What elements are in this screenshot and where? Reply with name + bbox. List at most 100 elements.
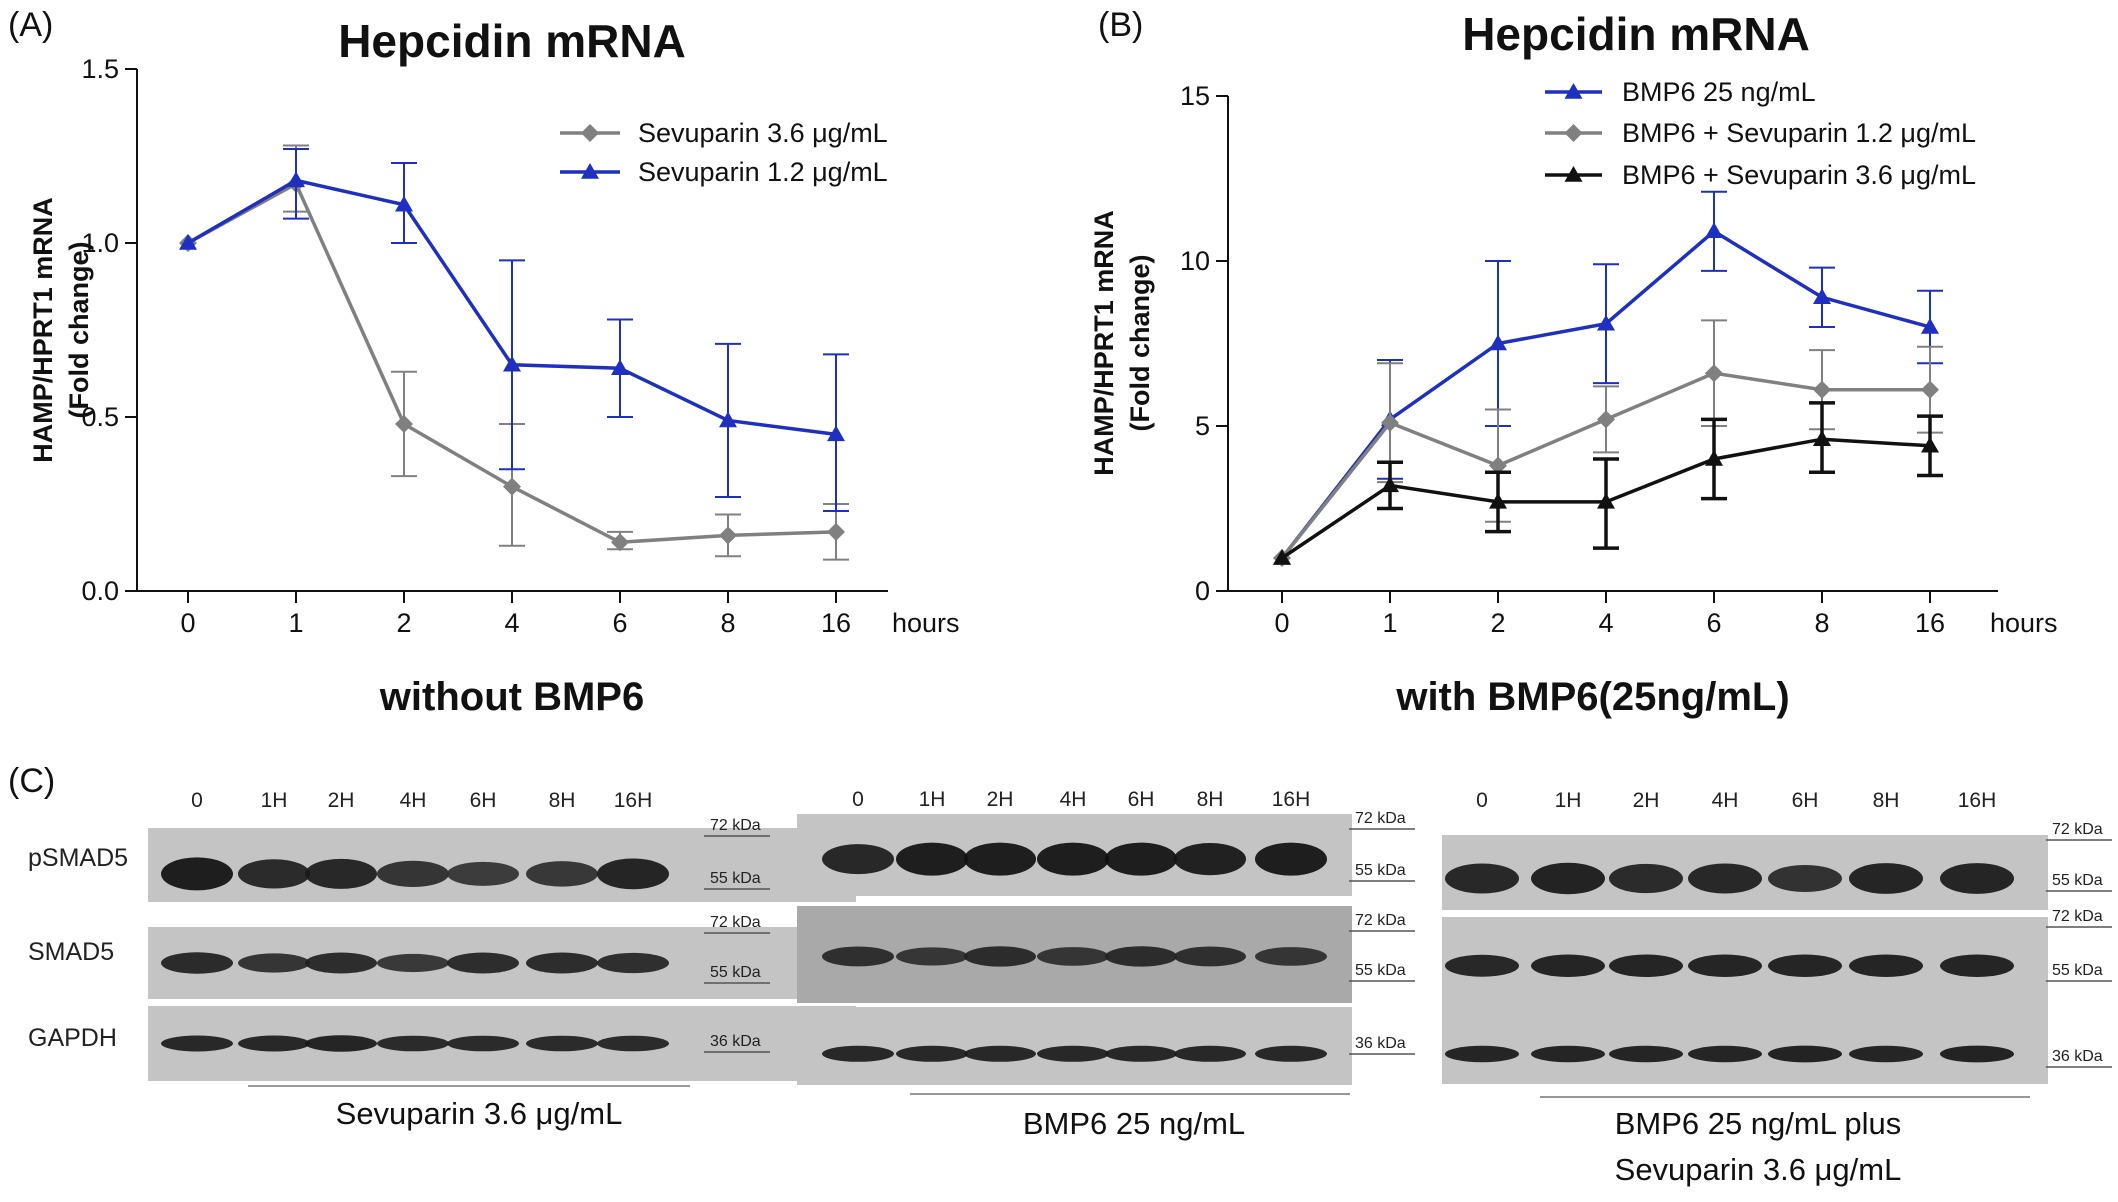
blot-band: [1768, 1045, 1842, 1063]
blot-lane-label: 8H: [1197, 788, 1224, 811]
blot-band: [1445, 863, 1519, 894]
blot-lane-label: 8H: [1873, 789, 1900, 812]
kda-label: 36 kDa: [1355, 1035, 1406, 1052]
chart-title: Hepcidin mRNA: [1462, 8, 1810, 60]
blot-band: [1445, 1045, 1519, 1063]
blot-band: [822, 844, 894, 875]
western-blot: 0 1H 2H 4H 6H 8H 16H 72 kDa 55 kDa 72 kDa 55 kDa 36…: [148, 789, 856, 1131]
blot-strip: [1442, 1009, 2048, 1084]
y-axis-title: HAMP/HPRT1 mRNA: [1089, 210, 1119, 476]
blot-lane-label: 0: [191, 789, 203, 812]
blot-band: [1849, 863, 1923, 894]
data-point: [1921, 318, 1939, 334]
blot-lane-label: 4H: [1712, 789, 1739, 812]
data-point: [1813, 288, 1831, 305]
blot-band: [964, 946, 1036, 967]
data-point: [1921, 380, 1939, 399]
blot-band: [526, 1035, 598, 1052]
legend-swatch-marker: [581, 163, 599, 179]
blot-band: [1255, 842, 1327, 876]
kda-label: 72 kDa: [710, 817, 761, 834]
blot-band: [1609, 1045, 1683, 1063]
blot-band: [1940, 1045, 2014, 1063]
blot-band: [1105, 946, 1177, 967]
western-blot: 0 1H 2H 4H 6H 8H 16H 72 kDa 55 kDa 72 kDa 55 kDa 36…: [1442, 789, 2112, 1187]
kda-label: 72 kDa: [2052, 821, 2103, 838]
data-point: [611, 359, 629, 376]
series: [179, 144, 849, 561]
data-point: [179, 234, 197, 250]
blot-band: [447, 861, 519, 886]
series: [1273, 319, 1943, 567]
legend-label: BMP6 + Sevuparin 3.6 μg/mL: [1622, 160, 1976, 190]
chart-panel: (A) Hepcidin mRNA without BMP6 HAMP/HPRT1 m…: [8, 6, 960, 719]
data-point: [1705, 364, 1723, 383]
blot-lane-label: 0: [1476, 789, 1488, 812]
blot-band: [305, 858, 377, 889]
x-tick-label: 8: [1814, 608, 1829, 638]
blot-lane-label: 16H: [614, 789, 653, 812]
blot-band: [1940, 863, 2014, 894]
blot-band: [1768, 954, 1842, 978]
blot-band: [305, 1035, 377, 1052]
blot-band: [822, 1045, 894, 1062]
blot-band: [1531, 862, 1605, 895]
legend-label: Sevuparin 1.2 μg/mL: [638, 157, 888, 187]
data-point: [611, 533, 629, 552]
data-point: [1489, 492, 1507, 509]
blot-band: [896, 842, 968, 876]
legend-label: Sevuparin 3.6 μg/mL: [638, 118, 888, 148]
blot-lane-label: 2H: [987, 788, 1014, 811]
kda-label: 72 kDa: [1355, 810, 1406, 827]
kda-label: 55 kDa: [710, 870, 761, 887]
western-blot: 0 1H 2H 4H 6H 8H 16H 72 kDa 55 kDa 72 kDa 55 kDa 36…: [797, 788, 1415, 1141]
x-tick-label: 0: [180, 608, 195, 638]
data-point: [1813, 380, 1831, 399]
blot-lane-label: 8H: [549, 789, 576, 812]
x-tick-label: 16: [821, 608, 851, 638]
x-axis-label: hours: [1990, 608, 2058, 638]
chart-subtitle: without BMP6: [379, 675, 644, 719]
blot-lane-label: 16H: [1272, 788, 1311, 811]
y-tick-label: 5: [1195, 411, 1210, 441]
blot-band: [1531, 954, 1605, 978]
blot-row-label: pSMAD5: [28, 844, 128, 872]
x-tick-label: 0: [1274, 608, 1289, 638]
legend-swatch-marker: [1564, 166, 1583, 182]
y-tick-label: 0.5: [81, 402, 119, 432]
kda-label: 55 kDa: [1355, 962, 1406, 979]
blot-band: [896, 1045, 968, 1062]
blot-band: [1174, 946, 1246, 967]
blot-band: [964, 1045, 1036, 1062]
data-point: [1705, 222, 1723, 239]
legend-swatch-marker: [1564, 83, 1583, 99]
blot-band: [1940, 954, 2014, 978]
x-tick-label: 1: [288, 608, 303, 638]
blot-band: [1174, 1045, 1246, 1062]
series: [179, 148, 849, 512]
blot-caption: Sevuparin 3.6 μg/mL: [1615, 1152, 1902, 1187]
legend: BMP6 25 ng/mL BMP6 + Sevuparin 1.2 μg/mL B…: [1545, 77, 1976, 190]
blot-band: [1174, 842, 1246, 876]
panel-letter: (B): [1098, 6, 1143, 44]
blot-lane-label: 2H: [328, 789, 355, 812]
data-point: [1597, 410, 1615, 429]
data-point: [1597, 314, 1615, 331]
blot-band: [238, 859, 310, 889]
blot-band: [161, 952, 233, 974]
chart-title: Hepcidin mRNA: [338, 15, 686, 67]
blot-band: [597, 858, 669, 890]
data-point: [1381, 476, 1399, 493]
x-tick-label: 4: [1598, 608, 1613, 638]
y-axis-title: (Fold change): [1125, 255, 1155, 432]
blot-band: [526, 861, 598, 887]
blot-band: [1688, 1045, 1762, 1063]
blot-band: [1445, 954, 1519, 977]
blot-band: [1037, 842, 1109, 876]
blot-caption: Sevuparin 3.6 μg/mL: [336, 1096, 623, 1131]
blot-band: [1688, 863, 1762, 894]
blot-band: [1849, 954, 1923, 978]
kda-label: 55 kDa: [2052, 872, 2103, 889]
blot-band: [597, 1035, 669, 1052]
